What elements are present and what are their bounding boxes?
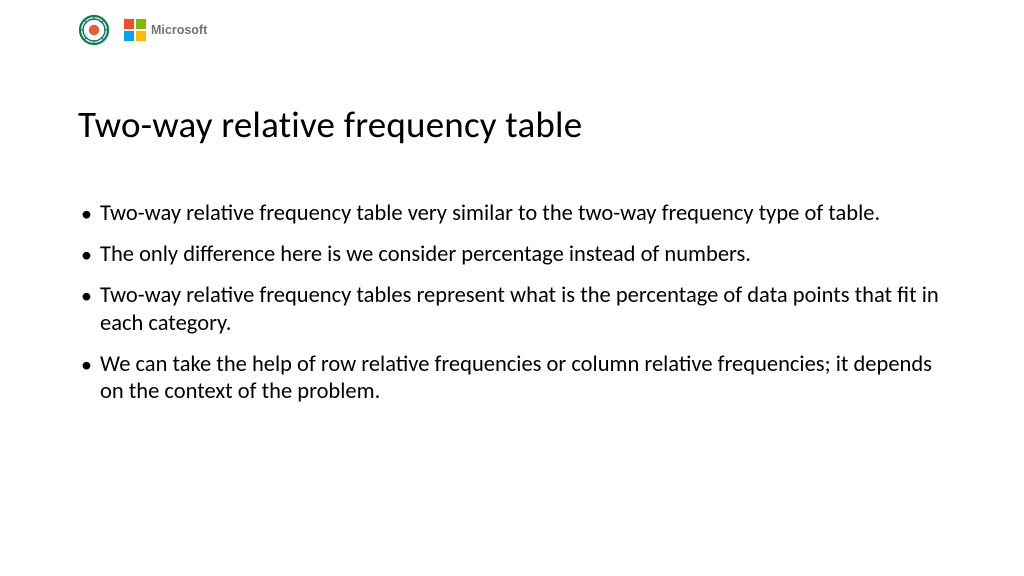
microsoft-text: Microsoft <box>151 23 207 37</box>
institution-logo-icon <box>78 14 110 46</box>
bullet-item: Two-way relative frequency table very si… <box>78 200 960 228</box>
header-logos: Microsoft <box>78 14 207 46</box>
ms-sq-blue <box>124 31 134 41</box>
ms-sq-green <box>136 19 146 29</box>
bullet-list: Two-way relative frequency table very si… <box>78 200 960 419</box>
bullet-item: Two-way relative frequency tables repres… <box>78 282 960 338</box>
microsoft-logo: Microsoft <box>124 19 207 41</box>
bullet-item: The only difference here is we consider … <box>78 241 960 269</box>
microsoft-squares-icon <box>124 19 146 41</box>
page-title: Two-way relative frequency table <box>78 102 582 147</box>
bullet-item: We can take the help of row relative fre… <box>78 351 960 407</box>
ms-sq-red <box>124 19 134 29</box>
ms-sq-yellow <box>136 31 146 41</box>
